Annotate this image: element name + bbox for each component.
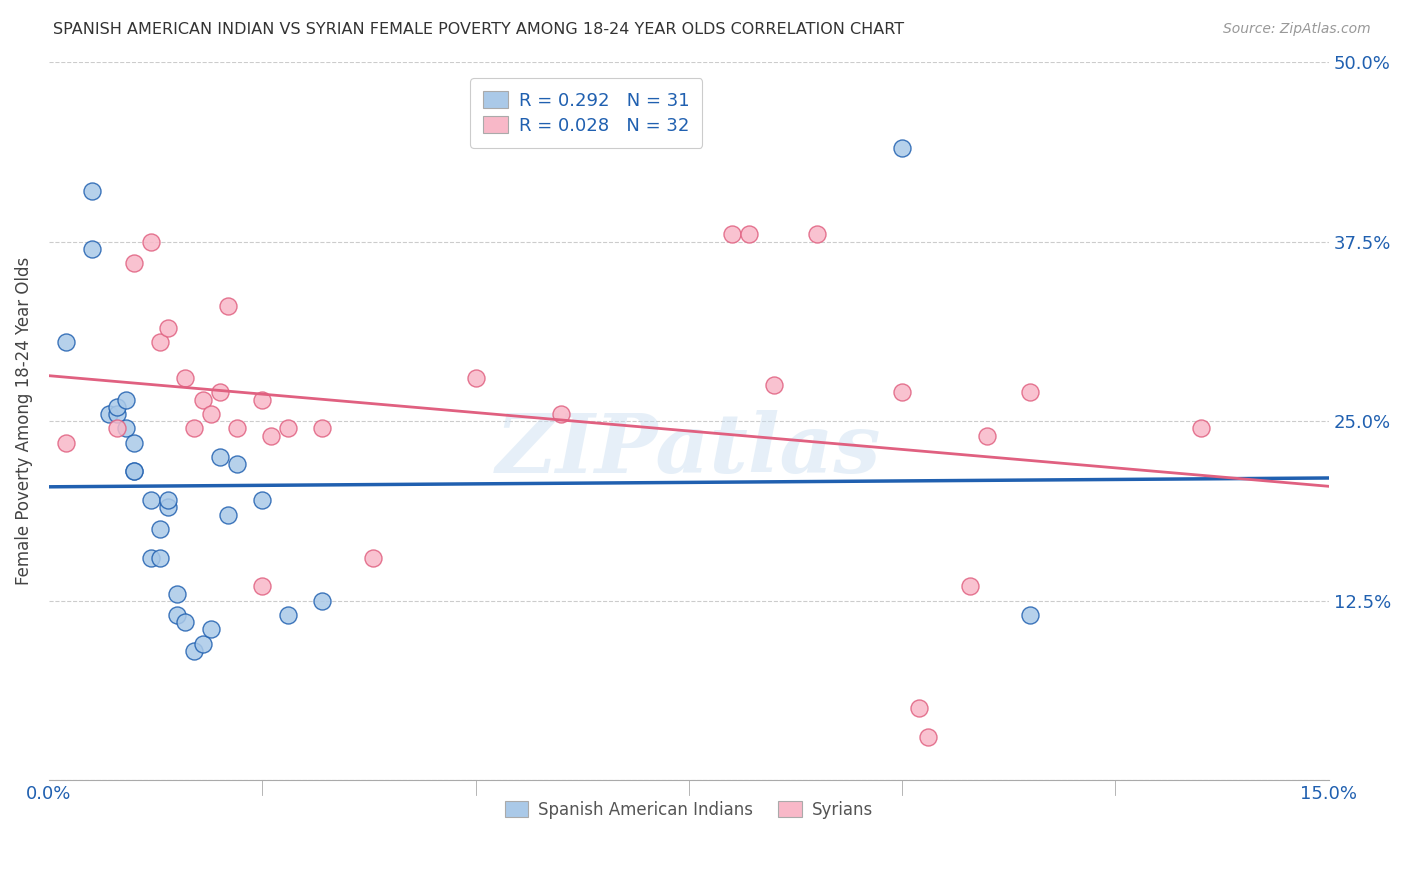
Text: ZIPatlas: ZIPatlas xyxy=(496,410,882,490)
Point xyxy=(114,421,136,435)
Point xyxy=(891,385,914,400)
Point xyxy=(917,730,939,744)
Point xyxy=(141,550,163,565)
Point xyxy=(166,586,188,600)
Point xyxy=(1019,608,1042,623)
Point xyxy=(277,608,299,623)
Point xyxy=(225,458,247,472)
Point xyxy=(124,465,146,479)
Point xyxy=(208,450,231,464)
Point xyxy=(200,407,222,421)
Text: SPANISH AMERICAN INDIAN VS SYRIAN FEMALE POVERTY AMONG 18-24 YEAR OLDS CORRELATI: SPANISH AMERICAN INDIAN VS SYRIAN FEMALE… xyxy=(53,22,904,37)
Point xyxy=(806,227,828,242)
Point xyxy=(200,623,222,637)
Point xyxy=(105,400,128,414)
Y-axis label: Female Poverty Among 18-24 Year Olds: Female Poverty Among 18-24 Year Olds xyxy=(15,257,32,585)
Point xyxy=(908,701,931,715)
Point xyxy=(114,392,136,407)
Point xyxy=(217,508,239,522)
Point xyxy=(1019,385,1042,400)
Point xyxy=(976,428,998,442)
Point xyxy=(157,493,180,508)
Point xyxy=(149,550,172,565)
Point xyxy=(183,421,205,435)
Point xyxy=(149,335,172,350)
Point xyxy=(157,500,180,515)
Point xyxy=(361,550,384,565)
Point xyxy=(252,392,274,407)
Point xyxy=(550,407,572,421)
Point xyxy=(183,644,205,658)
Point xyxy=(149,522,172,536)
Point xyxy=(720,227,742,242)
Point xyxy=(191,637,214,651)
Point xyxy=(217,299,239,313)
Legend: Spanish American Indians, Syrians: Spanish American Indians, Syrians xyxy=(498,795,880,826)
Point xyxy=(105,407,128,421)
Point xyxy=(166,608,188,623)
Point xyxy=(225,421,247,435)
Point xyxy=(260,428,283,442)
Point xyxy=(737,227,759,242)
Point xyxy=(105,421,128,435)
Point xyxy=(124,435,146,450)
Point xyxy=(124,256,146,270)
Point xyxy=(174,615,197,630)
Point xyxy=(277,421,299,435)
Point xyxy=(97,407,120,421)
Point xyxy=(141,493,163,508)
Point xyxy=(55,435,77,450)
Point xyxy=(80,242,103,256)
Point xyxy=(464,371,486,385)
Point xyxy=(311,593,333,607)
Point xyxy=(252,493,274,508)
Point xyxy=(80,185,103,199)
Point xyxy=(157,321,180,335)
Point xyxy=(1189,421,1212,435)
Point xyxy=(311,421,333,435)
Point xyxy=(959,579,981,593)
Text: Source: ZipAtlas.com: Source: ZipAtlas.com xyxy=(1223,22,1371,37)
Point xyxy=(55,335,77,350)
Point xyxy=(891,141,914,155)
Point xyxy=(141,235,163,249)
Point xyxy=(208,385,231,400)
Point xyxy=(174,371,197,385)
Point xyxy=(252,579,274,593)
Point xyxy=(763,378,786,392)
Point xyxy=(124,465,146,479)
Point xyxy=(191,392,214,407)
